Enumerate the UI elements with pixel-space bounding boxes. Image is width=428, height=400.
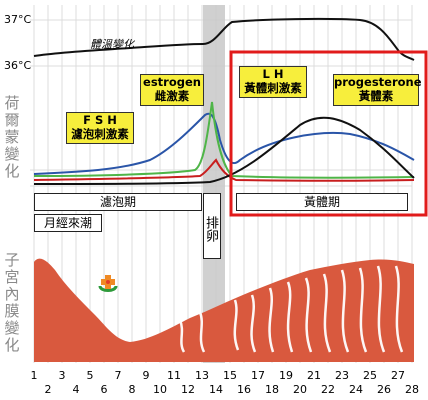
follicular-phase-box: 濾泡期 [34,193,202,211]
day-tick-label: 25 [363,369,377,382]
temp-low-label: 36°C [4,59,32,72]
hormone-side-label: 荷爾蒙變化 [4,94,20,180]
day-tick-label: 11 [167,369,181,382]
ovulation-box: 排卵 [203,193,221,259]
day-tick-label: 19 [279,369,293,382]
day-tick-label: 22 [321,383,335,396]
day-tick-label: 5 [86,369,94,382]
day-tick-label: 13 [195,369,209,382]
medical-cross-logo-icon [96,272,120,296]
luteal-phase-box: 黃體期 [236,193,408,211]
day-tick-label: 7 [114,369,122,382]
day-tick-label: 14 [209,383,223,396]
uterus-side-label: 子宮內膜變化 [4,251,20,354]
lh-name: 黃體刺激素 [244,81,302,95]
day-tick-label: 26 [377,383,391,396]
progesterone-name: 黃體素 [358,89,394,103]
estrogen-name: 雌激素 [154,89,190,103]
day-tick-label: 2 [44,383,52,396]
day-tick-label: 3 [58,369,66,382]
day-tick-label: 17 [251,369,265,382]
day-tick-label: 23 [335,369,349,382]
day-tick-label: 18 [265,383,279,396]
day-tick-label: 8 [128,383,136,396]
luteal-highlight [229,50,428,217]
menstruation-box: 月經來潮 [34,214,102,232]
day-tick-label: 1 [30,369,38,382]
lh-curve [33,101,415,179]
temperature-label: 體溫變化 [90,38,134,51]
day-tick-label: 21 [307,369,321,382]
day-tick-label: 24 [349,383,363,396]
estrogen-curve [33,112,415,175]
temperature-curve [33,17,415,61]
day-tick-label: 28 [405,383,419,396]
day-tick-label: 12 [181,383,195,396]
fsh-label-box: F S H 濾泡刺激素 [66,112,134,144]
day-tick-label: 6 [100,383,108,396]
endometrium [34,258,414,362]
fsh-name: 濾泡刺激素 [71,127,129,141]
estrogen-label-box: estrogen 雌激素 [140,74,204,106]
temp-high-label: 37°C [4,13,32,26]
progesterone-label-box: progesterone 黃體素 [333,74,422,106]
progesterone-abbr: progesterone [334,75,422,89]
day-tick-label: 9 [142,369,150,382]
ovulation-band [203,5,225,363]
progesterone-curve [33,116,415,185]
day-tick-label: 10 [153,383,167,396]
day-tick-label: 27 [391,369,405,382]
day-tick-label: 20 [293,383,307,396]
lh-abbr: L H [262,67,284,81]
day-tick-label: 15 [223,369,237,382]
fsh-curve [33,158,415,182]
day-tick-label: 4 [72,383,80,396]
day-tick-label: 16 [237,383,251,396]
estrogen-abbr: estrogen [143,75,201,89]
lh-label-box: L H 黃體刺激素 [239,66,307,98]
fsh-abbr: F S H [83,113,117,127]
